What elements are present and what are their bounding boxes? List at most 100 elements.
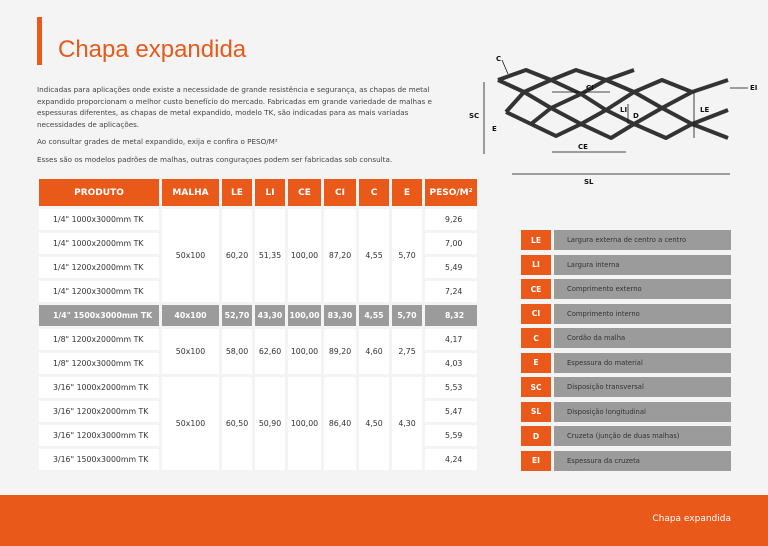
cell-ci: 83,30	[324, 305, 356, 326]
cell-produto: 1/4" 1000x3000mm TK	[39, 209, 159, 230]
cell-produto: 3/16" 1200x2000mm TK	[39, 401, 159, 422]
cell-ci: 86,40	[324, 377, 356, 470]
cell-le: 58,00	[222, 329, 252, 374]
cell-peso: 9,26	[425, 209, 477, 230]
table-row: 1/8" 1200x2000mm TK 50x100 58,00 62,60 1…	[39, 329, 477, 374]
cell-le: 60,20	[222, 209, 252, 302]
label-li: LI	[620, 106, 627, 114]
cell-peso: 4,24	[425, 449, 477, 470]
table-row: 1/8" 1200x3000mm TK 4,03	[39, 353, 477, 374]
table-row: 1/4" 1000x2000mm TK 7,00	[39, 233, 477, 254]
legend-key: SL	[521, 401, 551, 422]
page-title: Chapa expandida	[58, 36, 247, 63]
cell-produto: 1/8" 1200x3000mm TK	[39, 353, 159, 374]
footer-label: Chapa expandida	[652, 514, 731, 524]
table-row: 3/16" 1200x2000mm TK 5,47	[39, 401, 477, 422]
legend-desc: Disposição longitudinal	[554, 401, 731, 422]
footer-bar: Chapa expandida	[0, 495, 768, 546]
legend-key: LI	[521, 254, 551, 275]
cell-peso: 8,32	[425, 305, 477, 326]
table-row: 3/16" 1500x3000mm TK 4,24	[39, 449, 477, 470]
cell-ce: 100,00	[288, 305, 321, 326]
table-row: 3/16" 1200x3000mm TK 5,59	[39, 425, 477, 446]
cell-malha: 40x100	[162, 305, 219, 326]
legend-desc: Largura interna	[554, 254, 731, 275]
cell-c: 4,55	[359, 305, 389, 326]
legend-desc: Comprimento externo	[554, 279, 731, 299]
legend-desc: Disposição transversal	[554, 377, 731, 397]
cell-peso: 4,17	[425, 329, 477, 350]
cell-ci: 89,20	[324, 329, 356, 374]
mesh-diagram: C CI LI D LE SC E CE SL EI	[469, 55, 757, 186]
table-row: 1/4" 1200x2000mm TK 5,49	[39, 257, 477, 278]
cell-li: 43,30	[255, 305, 285, 326]
cell-peso: 5,59	[425, 425, 477, 446]
cell-c: 4,60	[359, 329, 389, 374]
label-le: LE	[700, 106, 709, 114]
legend-desc: Comprimento interno	[554, 303, 731, 324]
label-ci: CI	[586, 84, 594, 92]
cell-e: 2,75	[392, 329, 422, 374]
table-row: 1/4" 1200x3000mm TK 7,24	[39, 281, 477, 302]
cell-malha: 50x100	[162, 377, 219, 470]
legend-key: D	[521, 426, 551, 446]
table-row-highlighted: 1/4" 1500x3000mm TK 40x100 52,70 43,30 1…	[39, 305, 477, 326]
header-produto: PRODUTO	[39, 179, 159, 206]
cell-peso: 5,53	[425, 377, 477, 398]
cell-peso: 4,03	[425, 353, 477, 374]
cell-peso: 7,24	[425, 281, 477, 302]
cell-ce: 100,00	[288, 329, 321, 374]
label-c: C	[496, 55, 501, 63]
legend-key: SC	[521, 377, 551, 397]
cell-c: 4,50	[359, 377, 389, 470]
header-ce: CE	[288, 179, 321, 206]
legend-key: E	[521, 352, 551, 373]
cell-li: 50,90	[255, 377, 285, 470]
legend-desc: Espessura da cruzeta	[554, 450, 731, 471]
cell-produto: 3/16" 1500x3000mm TK	[39, 449, 159, 470]
header-ci: CI	[324, 179, 356, 206]
table-row: 3/16" 1000x2000mm TK 50x100 60,50 50,90 …	[39, 377, 477, 470]
cell-produto: 1/4" 1500x3000mm TK	[39, 305, 159, 326]
legend-key: CI	[521, 303, 551, 324]
cell-le: 60,50	[222, 377, 252, 470]
legend-desc: Espessura do material	[554, 352, 731, 373]
legend-desc: Cruzeta (junção de duas malhas)	[554, 426, 731, 446]
header-malha: MALHA	[162, 179, 219, 206]
cell-produto: 1/4" 1200x3000mm TK	[39, 281, 159, 302]
cell-li: 62,60	[255, 329, 285, 374]
cell-peso: 7,00	[425, 233, 477, 254]
label-ce: CE	[578, 143, 588, 151]
label-ei: EI	[750, 84, 757, 92]
cell-peso: 5,49	[425, 257, 477, 278]
header-li: LI	[255, 179, 285, 206]
cell-produto: 3/16" 1000x2000mm TK	[39, 377, 159, 398]
cell-produto: 1/8" 1200x2000mm TK	[39, 329, 159, 350]
intro-paragraph-3: Esses são os modelos padrões de malhas, …	[37, 154, 393, 164]
intro-paragraph-2: Ao consultar grades de metal expandido, …	[37, 137, 278, 147]
cell-peso: 5,47	[425, 401, 477, 422]
label-d: D	[633, 112, 639, 120]
specs-table: PRODUTO MALHA LE LI CE CI C E PESO/M² 1/…	[36, 176, 480, 473]
header-le: LE	[222, 179, 252, 206]
legend-key: LE	[521, 230, 551, 250]
cell-e: 4,30	[392, 377, 422, 470]
intro-text: Indicadas para aplicações onde existe a …	[37, 84, 452, 172]
header-e: E	[392, 179, 422, 206]
table-row: 1/4" 1000x3000mm TK 50x100 60,20 51,35 1…	[39, 209, 477, 302]
legend-desc: Cordão da malha	[554, 328, 731, 348]
cell-malha: 50x100	[162, 209, 219, 302]
cell-li: 51,35	[255, 209, 285, 302]
label-sc: SC	[469, 112, 479, 120]
cell-e: 5,70	[392, 209, 422, 302]
legend-key: EI	[521, 450, 551, 471]
cell-produto: 3/16" 1200x3000mm TK	[39, 425, 159, 446]
cell-ce: 100,00	[288, 377, 321, 470]
header-c: C	[359, 179, 389, 206]
table-header-row: PRODUTO MALHA LE LI CE CI C E PESO/M²	[39, 179, 477, 206]
cell-malha: 50x100	[162, 329, 219, 374]
legend-key: C	[521, 328, 551, 348]
cell-produto: 1/4" 1000x2000mm TK	[39, 233, 159, 254]
intro-paragraph-1: Indicadas para aplicações onde existe a …	[37, 85, 432, 129]
cell-produto: 1/4" 1200x2000mm TK	[39, 257, 159, 278]
